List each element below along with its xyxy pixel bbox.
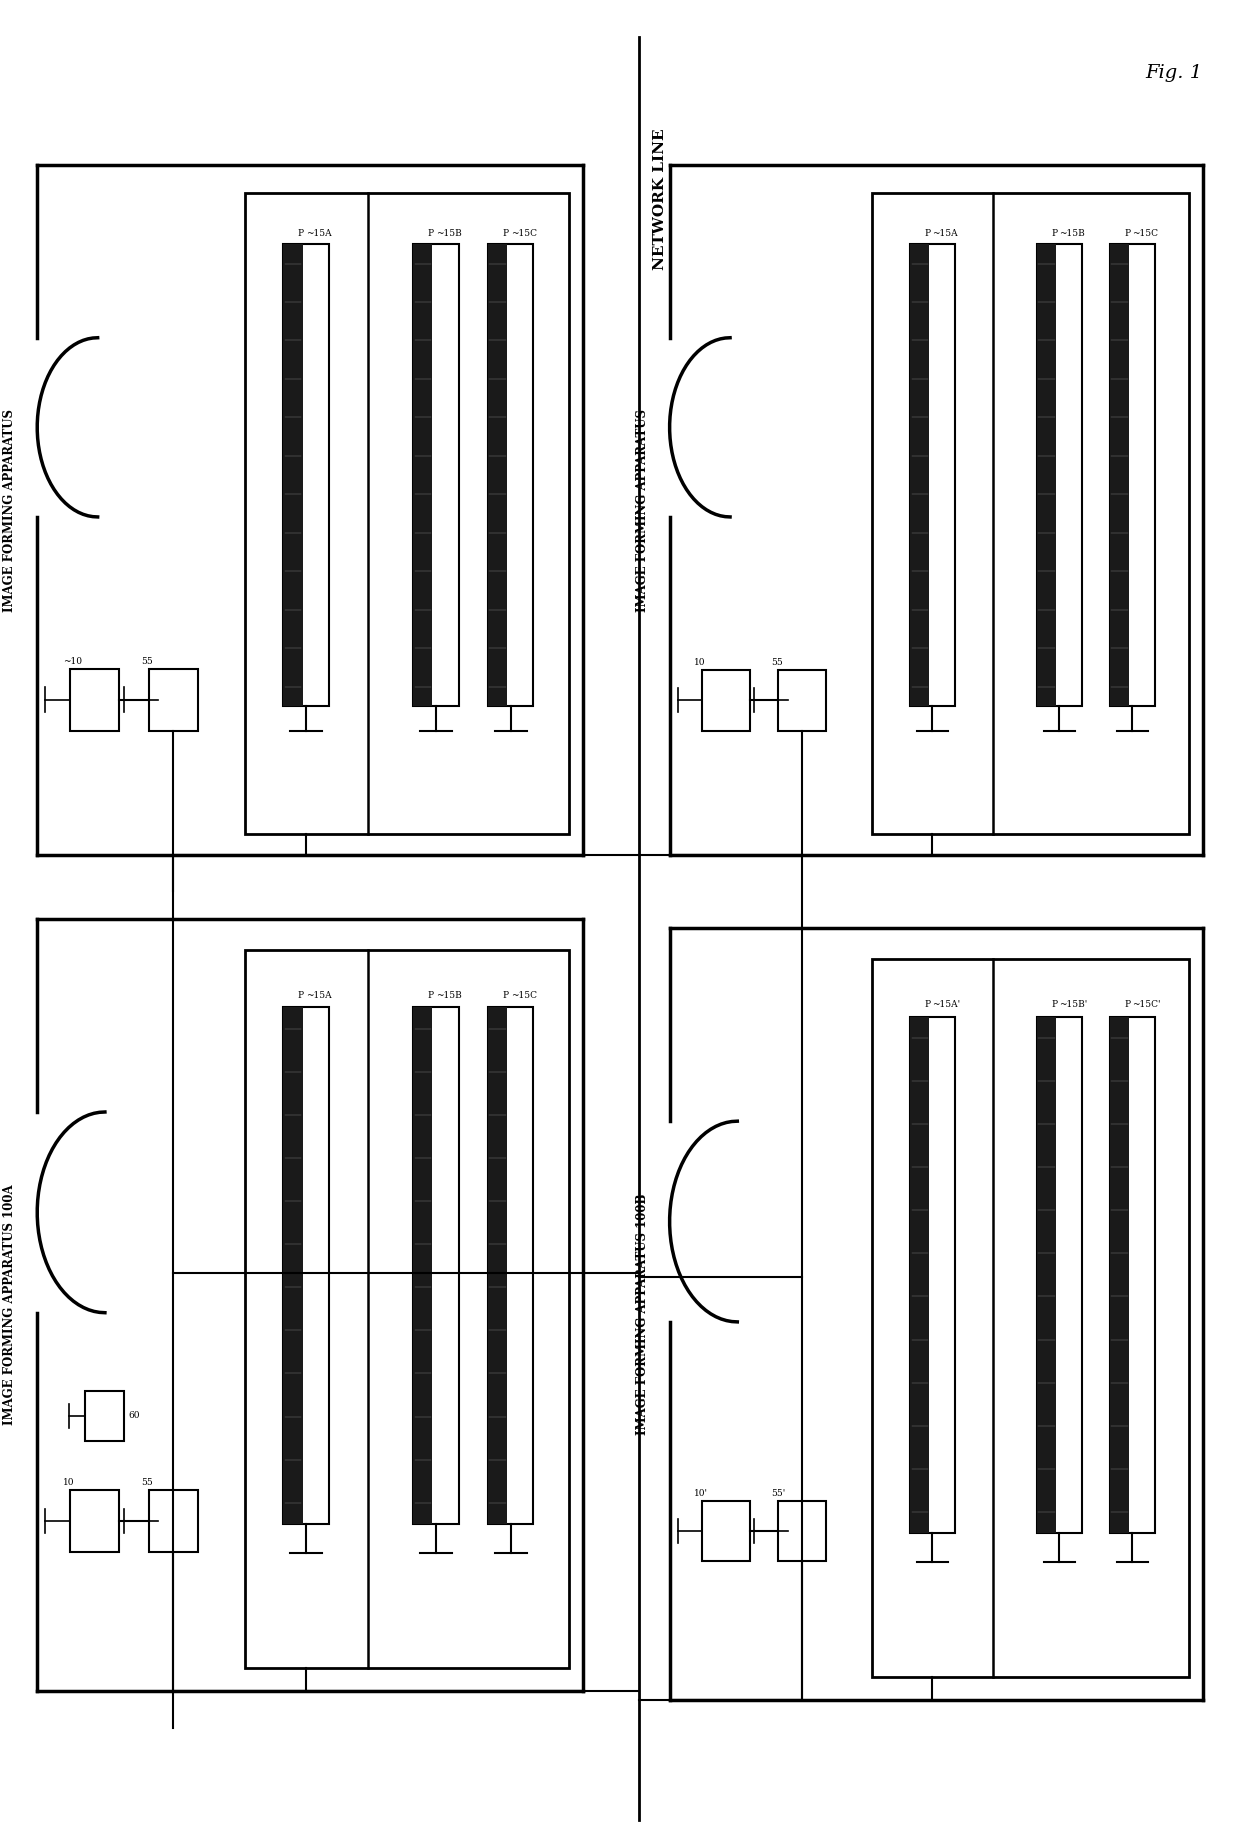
Text: IMAGE FORMING APPARATUS: IMAGE FORMING APPARATUS bbox=[636, 408, 649, 612]
Polygon shape bbox=[670, 338, 730, 516]
Text: ~15B: ~15B bbox=[1059, 230, 1085, 237]
Bar bbox=[872, 193, 1189, 834]
Bar bbox=[489, 244, 533, 706]
Bar bbox=[489, 1007, 507, 1524]
Bar bbox=[284, 1007, 329, 1524]
Text: IMAGE FORMING APPARATUS 100A: IMAGE FORMING APPARATUS 100A bbox=[4, 1186, 16, 1424]
Bar bbox=[702, 671, 749, 730]
Text: 55': 55' bbox=[771, 1489, 785, 1498]
Bar bbox=[69, 1491, 119, 1551]
Text: ~15C: ~15C bbox=[511, 230, 537, 237]
Bar bbox=[69, 669, 119, 730]
Bar bbox=[779, 1502, 826, 1560]
Text: ~15A: ~15A bbox=[306, 230, 332, 237]
Bar bbox=[244, 950, 569, 1667]
Bar bbox=[872, 959, 1189, 1676]
Text: ~15C': ~15C' bbox=[1132, 1000, 1161, 1009]
Text: ~15B: ~15B bbox=[436, 230, 461, 237]
Bar bbox=[1037, 1016, 1081, 1533]
Text: P: P bbox=[428, 230, 434, 237]
Text: IMAGE FORMING APPARATUS: IMAGE FORMING APPARATUS bbox=[4, 408, 16, 612]
Text: NETWORK LINE: NETWORK LINE bbox=[653, 129, 667, 270]
Text: IMAGE FORMING APPARATUS 100B: IMAGE FORMING APPARATUS 100B bbox=[636, 1193, 649, 1435]
Text: P: P bbox=[1052, 1000, 1058, 1009]
Bar bbox=[489, 1007, 533, 1524]
Text: P: P bbox=[428, 991, 434, 1000]
Bar bbox=[910, 1016, 929, 1533]
Text: 55: 55 bbox=[141, 1478, 153, 1487]
Bar bbox=[37, 919, 583, 1691]
Text: ~15A': ~15A' bbox=[932, 1000, 961, 1009]
Bar bbox=[1110, 1016, 1154, 1533]
Bar bbox=[413, 244, 459, 706]
Text: 10: 10 bbox=[62, 1478, 74, 1487]
Text: ~15B: ~15B bbox=[436, 991, 461, 1000]
Text: ~15A: ~15A bbox=[306, 991, 332, 1000]
Bar bbox=[149, 1491, 197, 1551]
Text: P: P bbox=[1052, 230, 1058, 237]
Bar bbox=[284, 1007, 303, 1524]
Bar bbox=[1110, 244, 1128, 706]
Polygon shape bbox=[37, 1112, 105, 1312]
Text: P: P bbox=[1123, 230, 1130, 237]
Bar bbox=[670, 928, 1203, 1700]
Text: P: P bbox=[924, 230, 930, 237]
Bar bbox=[244, 193, 569, 834]
Text: P: P bbox=[502, 991, 508, 1000]
Polygon shape bbox=[670, 1121, 738, 1322]
Bar bbox=[37, 165, 583, 855]
Bar bbox=[670, 165, 1203, 855]
Text: 55: 55 bbox=[771, 658, 782, 667]
Bar bbox=[1037, 1016, 1055, 1533]
Text: P: P bbox=[502, 230, 508, 237]
Text: ~10: ~10 bbox=[62, 656, 82, 665]
Text: P: P bbox=[298, 230, 304, 237]
Bar bbox=[413, 1007, 459, 1524]
Bar bbox=[84, 1391, 124, 1441]
Text: Fig. 1: Fig. 1 bbox=[1146, 64, 1203, 83]
Bar bbox=[910, 1016, 955, 1533]
Text: 10: 10 bbox=[694, 658, 706, 667]
Text: P: P bbox=[298, 991, 304, 1000]
Bar bbox=[1037, 244, 1081, 706]
Bar bbox=[413, 1007, 433, 1524]
Text: P: P bbox=[1123, 1000, 1130, 1009]
Bar bbox=[149, 669, 197, 730]
Text: 60: 60 bbox=[129, 1412, 140, 1421]
Text: P: P bbox=[924, 1000, 930, 1009]
Bar bbox=[284, 244, 329, 706]
Text: ~15B': ~15B' bbox=[1059, 1000, 1087, 1009]
Bar bbox=[1037, 244, 1055, 706]
Text: 55: 55 bbox=[141, 656, 153, 665]
Bar bbox=[284, 244, 303, 706]
Bar bbox=[1110, 1016, 1128, 1533]
Polygon shape bbox=[37, 338, 98, 516]
Bar bbox=[413, 244, 433, 706]
Bar bbox=[779, 671, 826, 730]
Bar bbox=[910, 244, 929, 706]
Bar bbox=[910, 244, 955, 706]
Bar bbox=[489, 244, 507, 706]
Bar bbox=[702, 1502, 749, 1560]
Text: ~15A: ~15A bbox=[932, 230, 959, 237]
Text: 10': 10' bbox=[694, 1489, 708, 1498]
Text: ~15C: ~15C bbox=[511, 991, 537, 1000]
Bar bbox=[1110, 244, 1154, 706]
Text: ~15C: ~15C bbox=[1132, 230, 1158, 237]
